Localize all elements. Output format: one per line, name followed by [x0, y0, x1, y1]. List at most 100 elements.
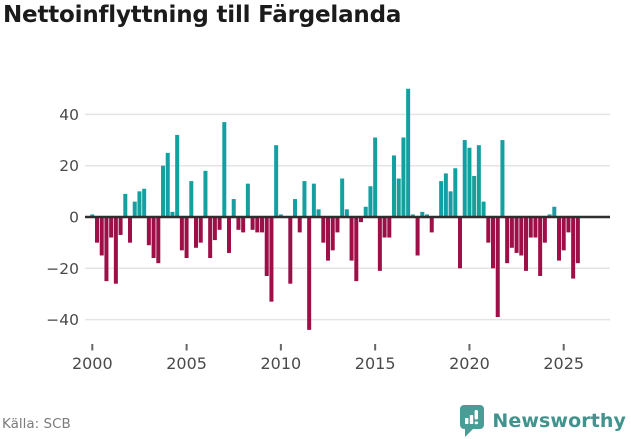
bar — [255, 217, 260, 233]
bar — [194, 217, 199, 248]
bar — [241, 217, 246, 233]
bar — [486, 217, 491, 243]
bar-chart-plot: 40 20 0 −20 −40 2000 2005 2010 2015 2020 2025 — [46, 88, 610, 373]
bar — [387, 217, 392, 238]
bar — [524, 217, 529, 271]
bar — [278, 214, 283, 217]
y-tick-label: −20 — [46, 260, 79, 278]
x-tick-label: 2005 — [166, 354, 207, 373]
bar — [99, 217, 104, 256]
bar — [406, 88, 411, 217]
bar — [123, 193, 128, 217]
bar — [184, 217, 189, 259]
bar — [519, 217, 524, 256]
bar — [453, 168, 458, 217]
bar — [179, 217, 184, 251]
y-tick-label: 40 — [59, 106, 79, 124]
bar — [363, 206, 368, 217]
bar — [368, 186, 373, 217]
bar — [542, 217, 547, 243]
bar — [420, 211, 425, 217]
bar — [165, 152, 170, 218]
bar — [316, 209, 321, 218]
bar — [189, 181, 194, 217]
bar — [297, 217, 302, 233]
bar — [481, 201, 486, 217]
bar — [552, 206, 557, 217]
bar — [203, 170, 208, 217]
chart-title: Nettoinflyttning till Färgelanda — [3, 2, 402, 28]
bar — [462, 140, 467, 217]
bar — [415, 217, 420, 256]
bar — [113, 217, 118, 284]
bar — [429, 217, 434, 233]
bar — [236, 217, 241, 230]
source-label: Källa: SCB — [2, 416, 71, 432]
bar — [359, 217, 364, 223]
bar — [547, 214, 552, 217]
bar — [566, 217, 571, 233]
bar — [377, 217, 382, 271]
bar — [533, 217, 538, 238]
newsworthy-logo[interactable]: Newsworthy — [459, 404, 626, 438]
bar — [142, 188, 147, 217]
bar — [528, 217, 533, 238]
bar — [151, 217, 156, 259]
bar — [514, 217, 519, 253]
bar — [326, 217, 331, 261]
bar — [443, 173, 448, 217]
bar — [476, 145, 481, 217]
bar — [311, 183, 316, 217]
bar — [392, 155, 397, 217]
bar — [425, 214, 430, 217]
bar — [335, 217, 340, 233]
bar — [208, 217, 213, 259]
bar — [340, 178, 345, 218]
bar — [146, 217, 151, 246]
x-tick-label: 2010 — [261, 354, 302, 373]
bar — [344, 209, 349, 218]
bar — [472, 175, 477, 217]
bar — [175, 134, 180, 217]
x-tick-label: 2000 — [72, 354, 113, 373]
newsworthy-bar-chart-bubble-icon — [460, 405, 485, 437]
bar — [396, 178, 401, 218]
bar — [410, 214, 415, 217]
bar — [274, 145, 279, 217]
bar — [128, 217, 133, 243]
x-tick-label: 2025 — [543, 354, 584, 373]
bar — [245, 183, 250, 217]
bar — [264, 217, 269, 276]
bar — [288, 217, 293, 284]
x-tick-label: 2015 — [355, 354, 396, 373]
bar — [222, 122, 227, 217]
y-tick-label: 0 — [69, 209, 79, 227]
bar — [269, 217, 274, 302]
bar — [156, 217, 161, 264]
bar — [330, 217, 335, 251]
bar — [557, 217, 562, 261]
bar — [505, 217, 510, 264]
bar — [349, 217, 354, 261]
bar — [212, 217, 217, 241]
bar — [104, 217, 109, 282]
bar — [495, 217, 500, 318]
bar — [307, 217, 312, 330]
bar — [118, 217, 123, 235]
bar — [382, 217, 387, 238]
bar — [575, 217, 580, 264]
bar — [132, 201, 137, 217]
bar — [561, 217, 566, 251]
bar — [491, 217, 496, 269]
bar — [198, 217, 203, 243]
bar — [458, 217, 463, 269]
y-tick-label: −40 — [46, 311, 79, 329]
bar — [302, 181, 307, 217]
bar — [90, 214, 95, 217]
x-tick-label: 2020 — [449, 354, 490, 373]
y-tick-label: 20 — [59, 157, 79, 175]
bar — [500, 140, 505, 217]
bar — [509, 217, 514, 248]
bar — [161, 165, 166, 217]
